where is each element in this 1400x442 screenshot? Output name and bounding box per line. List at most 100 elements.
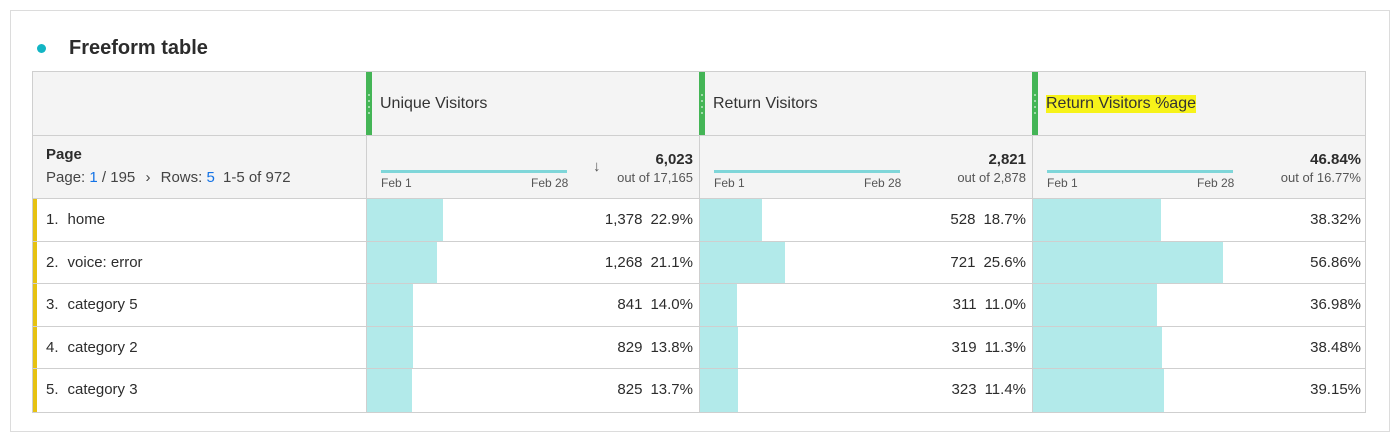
row-dimension: 5. category 3 <box>33 369 366 412</box>
cell-value: 829 <box>617 338 643 356</box>
table-row[interactable]: 2. voice: error 1,268 21.1% 721 25.6% 56.86% <box>33 241 1367 284</box>
sparkline <box>714 170 900 173</box>
column-total: 2,821 <box>988 151 1026 168</box>
table-row[interactable]: 3. category 5 841 14.0% 311 11.0% 36.98% <box>33 284 1365 327</box>
metric-cell[interactable]: 39.15% <box>1032 369 1367 412</box>
metric-cell[interactable]: 721 25.6% <box>699 241 1032 283</box>
value-bar <box>700 241 785 283</box>
column-header[interactable]: Return Visitors %age <box>1032 72 1367 135</box>
value-bar <box>367 199 444 241</box>
metric-cell[interactable]: 323 11.4% <box>699 369 1032 412</box>
sort-descending-icon[interactable]: ↓ <box>593 158 601 175</box>
rows-per-page[interactable]: 5 <box>206 169 215 186</box>
cell-percent: 18.7% <box>983 211 1026 228</box>
cell-percent: 11.4% <box>984 381 1026 398</box>
cell-percent: 25.6% <box>983 253 1026 271</box>
cell-percent: 13.8% <box>650 338 693 356</box>
column-header[interactable]: Return Visitors <box>699 72 1032 135</box>
value-bar <box>1033 369 1164 412</box>
column-out-of: out of 16.77% <box>1280 170 1361 185</box>
drag-handle-icon[interactable] <box>699 72 705 135</box>
sparkline-start: Feb 1 <box>381 176 412 190</box>
summary-row: Page Page: 1 / 195 › Rows: 5 1-5 of 972 … <box>33 136 1365 199</box>
cell-value: 36.98% <box>1310 296 1361 313</box>
value-bar <box>1033 326 1162 368</box>
metric-cell[interactable]: 319 11.3% <box>699 326 1032 368</box>
metric-cell[interactable]: 38.32% <box>1032 199 1367 241</box>
table-row[interactable]: 1. home 1,378 22.9% 528 18.7% 38.32% <box>33 199 1365 242</box>
metric-cell[interactable]: 56.86% <box>1032 241 1367 283</box>
sparkline-start: Feb 1 <box>1047 176 1078 190</box>
cell-percent: 13.7% <box>650 381 693 398</box>
cell-percent: 11.0% <box>984 296 1026 313</box>
drag-handle-icon[interactable] <box>1032 72 1038 135</box>
sparkline-start: Feb 1 <box>714 176 745 190</box>
sparkline <box>381 170 567 173</box>
rows-label: Rows: <box>160 169 203 186</box>
row-dimension: 1. home <box>33 199 366 241</box>
panel-status-dot <box>37 44 46 53</box>
column-label: Return Visitors <box>713 95 818 112</box>
dimension-header-blank <box>33 72 366 135</box>
row-number: 5. <box>46 381 59 398</box>
metric-cell[interactable]: 825 13.7% <box>366 369 699 412</box>
metric-cell[interactable]: 311 11.0% <box>699 284 1032 326</box>
value-bar <box>700 199 763 241</box>
sparkline-end: Feb 28 <box>864 176 902 190</box>
column-total: 6,023 <box>655 151 693 168</box>
row-label[interactable]: category 3 <box>67 381 138 398</box>
pagination: Page: 1 / 195 › Rows: 5 1-5 of 972 <box>46 169 353 186</box>
page-number[interactable]: 1 <box>89 169 98 186</box>
value-bar <box>1033 284 1157 326</box>
value-bar <box>367 284 414 326</box>
drag-handle-icon[interactable] <box>366 72 372 135</box>
metric-cell[interactable]: 36.98% <box>1032 284 1367 326</box>
value-bar <box>700 326 738 368</box>
value-bar <box>367 241 438 283</box>
freeform-panel: Freeform table Unique Visitors Return Vis… <box>10 10 1390 432</box>
column-header-row: Unique Visitors Return Visitors Return Vis… <box>33 72 1365 136</box>
sparkline <box>1047 170 1233 173</box>
column-header[interactable]: Unique Visitors <box>366 72 699 135</box>
cell-percent: 14.0% <box>650 296 693 313</box>
cell-value: 38.48% <box>1310 338 1361 356</box>
row-label[interactable]: category 5 <box>67 296 138 313</box>
value-bar <box>367 369 413 412</box>
page-total: / 195 <box>101 169 136 186</box>
metric-cell[interactable]: 38.48% <box>1032 326 1367 368</box>
cell-value: 38.32% <box>1310 211 1361 228</box>
column-out-of: out of 17,165 <box>617 170 693 185</box>
row-label[interactable]: home <box>67 211 106 228</box>
sparkline-end: Feb 28 <box>1197 176 1235 190</box>
row-dimension: 4. category 2 <box>33 326 366 368</box>
dimension-label[interactable]: Page <box>46 146 82 163</box>
metric-cell[interactable]: 1,378 22.9% <box>366 199 699 241</box>
row-label[interactable]: voice: error <box>67 253 143 271</box>
metric-cell[interactable]: 841 14.0% <box>366 284 699 326</box>
cell-value: 56.86% <box>1310 253 1361 271</box>
column-summary: Feb 1 Feb 28 2,821 out of 2,878 <box>699 136 1032 198</box>
cell-value: 1,268 <box>604 253 643 271</box>
panel-title: Freeform table <box>69 37 208 59</box>
value-bar <box>1033 241 1223 283</box>
row-label[interactable]: category 2 <box>67 338 138 356</box>
metric-cell[interactable]: 528 18.7% <box>699 199 1032 241</box>
cell-value: 721 <box>950 253 976 271</box>
next-page-icon[interactable]: › <box>145 169 151 186</box>
table-row[interactable]: 5. category 3 825 13.7% 323 11.4% 39.15% <box>33 369 1365 412</box>
row-number: 2. <box>46 253 59 271</box>
column-label: Return Visitors %age <box>1046 95 1196 113</box>
row-dimension: 2. voice: error <box>33 241 366 283</box>
value-bar <box>1033 199 1161 241</box>
freeform-table: Unique Visitors Return Visitors Return Vis… <box>32 71 1366 413</box>
row-number: 4. <box>46 338 59 356</box>
metric-cell[interactable]: 829 13.8% <box>366 326 699 368</box>
row-dimension: 3. category 5 <box>33 284 366 326</box>
row-number: 1. <box>46 211 59 228</box>
cell-value: 528 <box>950 211 976 228</box>
sparkline-end: Feb 28 <box>531 176 569 190</box>
table-row[interactable]: 4. category 2 829 13.8% 319 11.3% 38.48% <box>33 326 1367 369</box>
column-label: Unique Visitors <box>380 95 488 112</box>
metric-cell[interactable]: 1,268 21.1% <box>366 241 699 283</box>
cell-value: 323 <box>951 381 977 398</box>
